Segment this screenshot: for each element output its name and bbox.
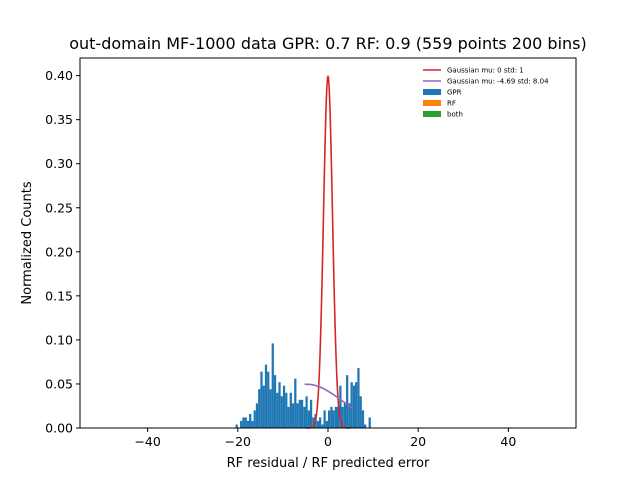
histogram-bar-gpr — [278, 382, 281, 428]
plot-area — [235, 343, 371, 428]
histogram-bar-gpr — [235, 424, 238, 428]
histogram-bar-gpr — [359, 396, 362, 428]
histogram-bar-gpr — [269, 389, 272, 428]
histogram-bar-gpr — [343, 403, 347, 428]
histogram-bar-gpr — [300, 399, 304, 428]
histogram-bar-gpr — [318, 417, 322, 428]
histogram-bar-gpr — [309, 399, 313, 428]
legend-label: Gaussian mu: -4.69 std: 8.04 — [447, 78, 549, 86]
histogram-bar-gpr — [276, 392, 279, 428]
histogram-bar-gpr — [323, 410, 326, 428]
histogram-bar-gpr — [242, 417, 245, 428]
histogram-bar-gpr — [262, 385, 265, 428]
histogram-bar-gpr — [325, 420, 328, 428]
histogram-bar-gpr — [312, 417, 315, 428]
curves — [304, 75, 354, 429]
x-axis-label: RF residual / RF predicted error — [227, 456, 430, 471]
histogram-bar-gpr — [267, 371, 270, 428]
legend-swatch — [423, 111, 441, 117]
histogram-bar-gpr — [287, 406, 290, 428]
histogram-bar-gpr — [364, 424, 367, 428]
histogram-bar-gpr — [249, 413, 252, 428]
y-tick-label: 0.20 — [45, 244, 73, 259]
histogram-bar-gpr — [294, 378, 297, 428]
gaussian-curve-1 — [305, 75, 351, 429]
histogram-bar-gpr — [289, 392, 292, 428]
histogram-bar-gpr — [258, 389, 261, 428]
histogram-bar-gpr — [339, 385, 342, 428]
histogram-bar-gpr — [253, 410, 256, 428]
histogram-bar-gpr — [334, 406, 338, 428]
histogram-bar-gpr — [305, 396, 308, 428]
x-tick-label: −40 — [134, 434, 160, 449]
legend-label: Gaussian mu: 0 std: 1 — [447, 67, 524, 75]
histogram-bar-gpr — [350, 382, 353, 428]
histogram-bar-gpr — [291, 403, 295, 428]
histogram-bar-gpr — [273, 375, 277, 428]
legend-label: GPR — [447, 89, 462, 97]
x-tick-label: −20 — [225, 434, 251, 449]
y-tick-label: 0.15 — [45, 288, 73, 303]
legend: Gaussian mu: 0 std: 1 Gaussian mu: -4.69 … — [423, 67, 549, 119]
y-tick-label: 0.10 — [45, 332, 73, 347]
histogram-bar-gpr — [260, 371, 263, 428]
histogram-bar-gpr — [296, 403, 299, 428]
chart-title: out-domain MF-1000 data GPR: 0.7 RF: 0.9… — [69, 34, 587, 53]
legend-label: both — [447, 111, 463, 119]
x-tick-label: 20 — [410, 434, 426, 449]
histogram-bar-gpr — [348, 403, 351, 428]
histogram-bar-gpr — [357, 368, 360, 428]
legend-label: RF — [447, 100, 456, 108]
histogram-bar-gpr — [298, 399, 301, 428]
histogram-bar-gpr — [316, 420, 319, 428]
histogram-bar-gpr — [352, 385, 356, 428]
x-tick-label: 0 — [324, 434, 332, 449]
histogram-bar-gpr — [285, 392, 288, 428]
histogram-bar-gpr — [328, 410, 331, 428]
histogram-bar-gpr — [341, 406, 344, 428]
histogram-bar-gpr — [330, 406, 333, 428]
y-axis-label: Normalized Counts — [20, 181, 35, 304]
histogram-bar-gpr — [255, 403, 259, 428]
legend-swatch — [423, 100, 441, 106]
histogram-bar-gpr — [303, 406, 306, 428]
y-tick-label: 0.00 — [45, 421, 73, 436]
histogram-bar-gpr — [251, 420, 254, 428]
histogram-bar-gpr — [332, 410, 335, 428]
x-axis: −40 −20 0 20 40 — [134, 428, 516, 449]
histogram-bar-gpr — [346, 375, 349, 428]
y-tick-label: 0.25 — [45, 200, 73, 215]
histogram-bar-gpr — [307, 410, 310, 428]
histogram-bar-gpr — [355, 382, 358, 428]
histogram-bar-gpr — [271, 343, 274, 428]
histogram-bar-gpr — [246, 420, 250, 428]
gaussian-curve-2 — [304, 383, 354, 410]
histogram-bar-gpr — [361, 410, 365, 428]
y-tick-label: 0.40 — [45, 68, 73, 83]
y-tick-label: 0.30 — [45, 156, 73, 171]
histogram-bar-gpr — [321, 424, 324, 428]
y-tick-label: 0.35 — [45, 112, 73, 127]
histogram-bar-gpr — [337, 406, 340, 428]
histogram-bar-gpr — [240, 420, 243, 428]
histogram-bar-gpr — [282, 385, 286, 428]
legend-swatch — [423, 89, 441, 95]
histogram-bar-gpr — [368, 417, 371, 428]
histogram-bar-gpr — [244, 417, 247, 428]
x-tick-label: 40 — [500, 434, 516, 449]
y-axis: 0.00 0.05 0.10 0.15 0.20 0.25 0.30 0.35 0.40 — [45, 68, 80, 436]
histogram-bar-gpr — [264, 364, 268, 428]
y-tick-label: 0.05 — [45, 376, 73, 391]
histogram-bar-gpr — [280, 396, 283, 428]
